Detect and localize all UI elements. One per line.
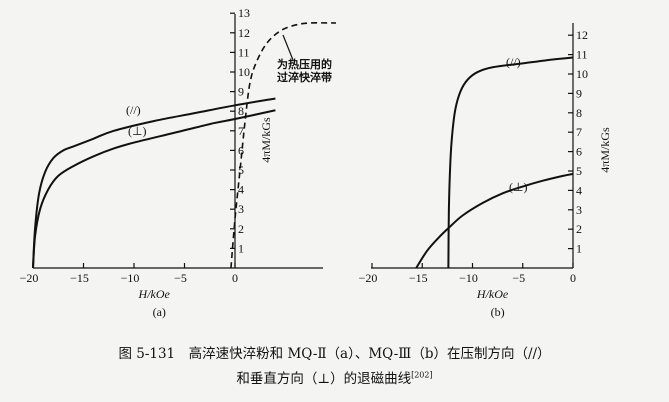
series-label: (//): [126, 103, 141, 117]
series-line: [32, 109, 276, 269]
y-tick-label: 5: [576, 164, 582, 178]
x-tick-label: −5: [174, 271, 187, 285]
y-tick-label: 10: [576, 67, 588, 81]
x-tick-label: −10: [121, 271, 140, 285]
y-tick-label: 9: [576, 86, 582, 100]
x-tick-label: −5: [512, 271, 525, 285]
y-tick-label: 7: [576, 125, 582, 139]
y-tick-label: 3: [576, 203, 582, 217]
caption-reference: [202]: [411, 370, 433, 380]
y-tick-label: 6: [238, 143, 244, 157]
annotation-text: 为热压用的: [277, 57, 332, 71]
y-tick-label: 11: [576, 48, 588, 62]
y-tick-label: 8: [576, 106, 582, 120]
y-tick-label: 7: [238, 124, 244, 138]
x-tick-label: −20: [20, 271, 39, 285]
x-axis-label: H/kOe: [138, 287, 171, 301]
y-tick-label: 3: [238, 202, 244, 216]
x-axis-label: H/kOe: [476, 287, 509, 301]
series-label: (//): [506, 55, 521, 69]
y-tick-label: 4: [576, 183, 582, 197]
y-tick-label: 1: [238, 241, 244, 255]
y-tick-label: 11: [238, 45, 250, 59]
y-tick-label: 5: [238, 163, 244, 177]
y-tick-label: 8: [238, 104, 244, 118]
x-tick-label: −10: [459, 271, 478, 285]
y-tick-label: 13: [238, 6, 250, 20]
caption-text: 图 5-131 高淬速快淬粉和 MQ-Ⅱ（a）、MQ-Ⅲ（b）在压制方向（//）: [118, 346, 551, 362]
panel-label: (b): [491, 305, 505, 319]
series-label: (⊥): [128, 124, 146, 138]
series-line: [32, 97, 276, 269]
x-tick-label: 0: [232, 271, 238, 285]
x-tick-label: 0: [570, 271, 576, 285]
y-axis-label: 4πM/kGs: [598, 127, 612, 173]
x-tick-label: −15: [409, 271, 428, 285]
y-tick-label: 4: [238, 183, 244, 197]
y-tick-label: 1: [576, 242, 582, 256]
chart-a: −20 −15 −10 −5 012345678910111213H/kOe4πM/kG…: [20, 6, 337, 319]
series-line: [447, 56, 574, 269]
series-line: [230, 22, 337, 269]
chart-b: −20 −15 −10 −5 0123456789101112H/kOe4πM/kGs(…: [359, 23, 612, 319]
y-tick-label: 2: [238, 222, 244, 236]
y-tick-label: 9: [238, 85, 244, 99]
series-line: [415, 172, 574, 269]
panel-label: (a): [153, 305, 166, 319]
y-tick-label: 12: [576, 28, 588, 42]
y-tick-label: 2: [576, 222, 582, 236]
series-label: (⊥): [509, 180, 527, 194]
y-tick-label: 6: [576, 145, 582, 159]
annotation-leader: [282, 34, 294, 61]
x-tick-label: −15: [70, 271, 89, 285]
figure-caption-line1: 图 5-131 高淬速快淬粉和 MQ-Ⅱ（a）、MQ-Ⅲ（b）在压制方向（//）: [0, 342, 669, 362]
caption-text-2: 和垂直方向（⊥）的退磁曲线: [236, 371, 412, 387]
annotation-text: 过淬快淬带: [277, 70, 332, 84]
y-tick-label: 10: [238, 65, 250, 79]
y-axis-label: 4πM/kGs: [259, 117, 273, 163]
figure-caption-line2: 和垂直方向（⊥）的退磁曲线[202]: [0, 367, 669, 388]
y-tick-label: 12: [238, 26, 250, 40]
x-tick-label: −20: [359, 271, 378, 285]
